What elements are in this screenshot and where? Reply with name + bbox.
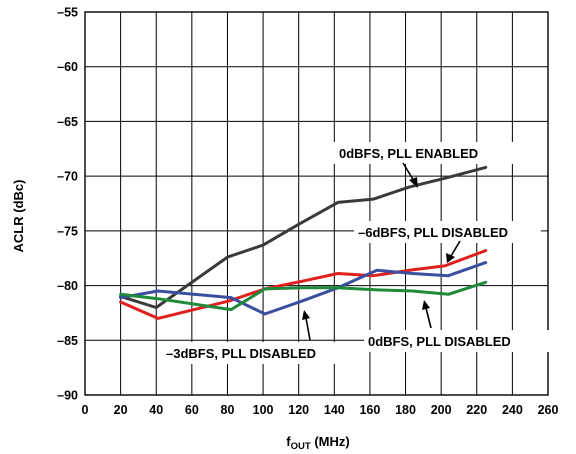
annotation-arrows [302,162,461,341]
arrow-line [305,317,311,341]
y-tick-label: –55 [57,6,78,20]
x-tick-labels: 0 20 40 60 80 100 120 140 160 180 200 220 240 260 [82,403,559,417]
annotation-minus3dbfs-pll-disabled: –3dBFS, PLL DISABLED [166,346,316,361]
series-lines [119,165,488,320]
series-line-2 [119,249,488,320]
y-tick-label: –75 [57,224,78,238]
x-tick-label: 200 [431,403,452,417]
x-tick-label: 140 [324,403,345,417]
arrow-line [450,240,461,257]
arrowhead [409,177,418,188]
arrowhead [446,253,455,263]
y-tick-label: –70 [57,170,78,184]
y-tick-label: –60 [57,60,78,74]
x-tick-label: 80 [221,403,235,417]
annotations: 0dBFS, PLL ENABLED –6dBFS, PLL DISABLED … [162,142,550,364]
x-tick-label: 220 [466,403,487,417]
x-tick-label: 100 [253,403,274,417]
y-tick-label: –65 [57,115,78,129]
annotation-0dbfs-pll-disabled: 0dBFS, PLL DISABLED [368,334,511,349]
series-line-1 [119,165,488,309]
x-tick-label: 240 [502,403,523,417]
arrow-line [425,307,432,329]
arrowhead [422,300,430,310]
x-tick-label: 0 [82,403,89,417]
x-tick-label: 180 [395,403,416,417]
x-axis-label: fOUT (MHz) [286,434,349,452]
x-tick-label: 120 [288,403,309,417]
y-tick-label: –85 [57,334,78,348]
x-tick-label: 260 [538,403,559,417]
x-tick-label: 20 [114,403,128,417]
series-line-4 [119,280,488,312]
y-tick-label: –80 [57,279,78,293]
x-tick-label: 60 [185,403,199,417]
x-tick-label: 40 [149,403,163,417]
annotation-minus6dbfs-pll-disabled: –6dBFS, PLL DISABLED [358,225,508,240]
plot-frame [84,11,549,396]
arrow-line [402,162,415,182]
y-axis-label: ACLR (dBc) [11,180,26,253]
annotation-0dbfs-pll-enabled: 0dBFS, PLL ENABLED [339,146,478,161]
series-line-3 [119,261,488,316]
y-tick-label: –90 [57,389,78,403]
y-tick-labels: –55 –60 –65 –70 –75 –80 –85 –90 [57,6,78,403]
arrowhead [302,310,310,320]
x-tick-label: 160 [359,403,380,417]
